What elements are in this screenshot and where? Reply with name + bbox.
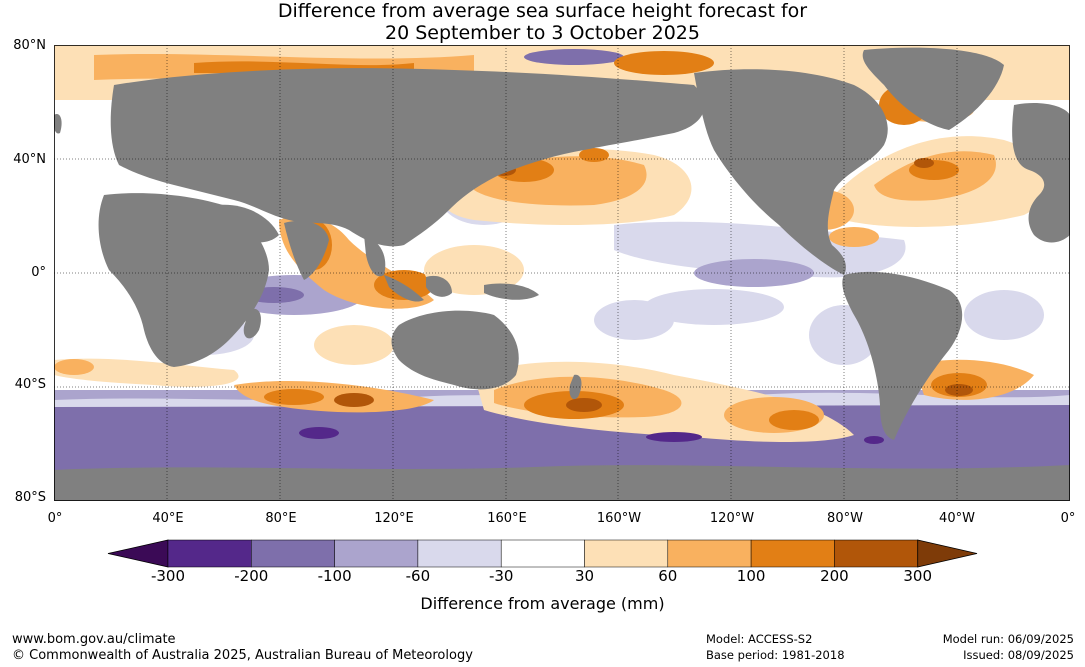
colorbar-segment: [834, 539, 918, 568]
footer-model: Model: ACCESS-S2: [706, 632, 813, 646]
map-frame: [54, 45, 1070, 501]
lon-label: 0°: [47, 511, 63, 526]
lat-label: 40°S: [14, 377, 46, 392]
footer-base-period: Base period: 1981-2018: [706, 648, 845, 662]
colorbar-tick-label: 100: [736, 567, 766, 585]
lat-label: 80°N: [13, 38, 46, 53]
land-layer: [54, 47, 1070, 501]
footer-copyright: © Commonwealth of Australia 2025, Austra…: [12, 648, 473, 663]
map-title-line2: 20 September to 3 October 2025: [385, 22, 700, 44]
colorbar-segment: [167, 539, 252, 568]
lon-label: 160°W: [596, 511, 642, 526]
lon-label: 120°E: [374, 511, 414, 526]
colorbar-tick-label: 30: [574, 567, 595, 585]
colorbar-segment: [251, 539, 335, 568]
lon-label: 120°W: [709, 511, 755, 526]
footer-website[interactable]: www.bom.gov.au/climate: [12, 632, 176, 647]
colorbar-tick-label: 200: [820, 567, 849, 585]
colorbar-extend-low: [107, 539, 169, 568]
lat-label: 40°N: [13, 152, 46, 167]
lon-label: 0°: [1060, 511, 1076, 526]
colorbar-tick-label: 300: [903, 567, 933, 585]
colorbar-segment: [750, 539, 835, 568]
colorbar: [107, 539, 978, 568]
colorbar-extend-high: [917, 539, 978, 568]
colorbar-segment: [667, 539, 752, 568]
lon-label: 160°E: [487, 511, 527, 526]
lon-label: 80°W: [827, 511, 863, 526]
colorbar-segment: [584, 539, 669, 568]
lon-label: 40°E: [152, 511, 184, 526]
lon-label: 40°W: [939, 511, 975, 526]
colorbar-tick-label: -200: [234, 567, 269, 585]
graticule: [54, 45, 1070, 501]
map-title-line1: Difference from average sea surface heig…: [277, 0, 808, 22]
sea-surface-height-map: [54, 45, 1070, 501]
lat-label: 0°: [31, 265, 46, 280]
colorbar-label: Difference from average (mm): [420, 594, 665, 613]
colorbar-segment: [417, 539, 502, 568]
colorbar-tick-label: -100: [317, 567, 352, 585]
colorbar-tick-label: -30: [488, 567, 514, 585]
footer-issued: Issued: 08/09/2025: [963, 648, 1074, 662]
footer-model-run: Model run: 06/09/2025: [942, 632, 1074, 646]
colorbar-segment: [334, 539, 419, 568]
colorbar-tick-label: -300: [150, 567, 186, 585]
lat-label: 80°S: [14, 490, 46, 505]
colorbar-segment: [500, 539, 585, 568]
colorbar-tick-label: -60: [405, 567, 431, 585]
lon-label: 80°E: [265, 511, 297, 526]
colorbar-tick-label: 60: [658, 567, 678, 585]
